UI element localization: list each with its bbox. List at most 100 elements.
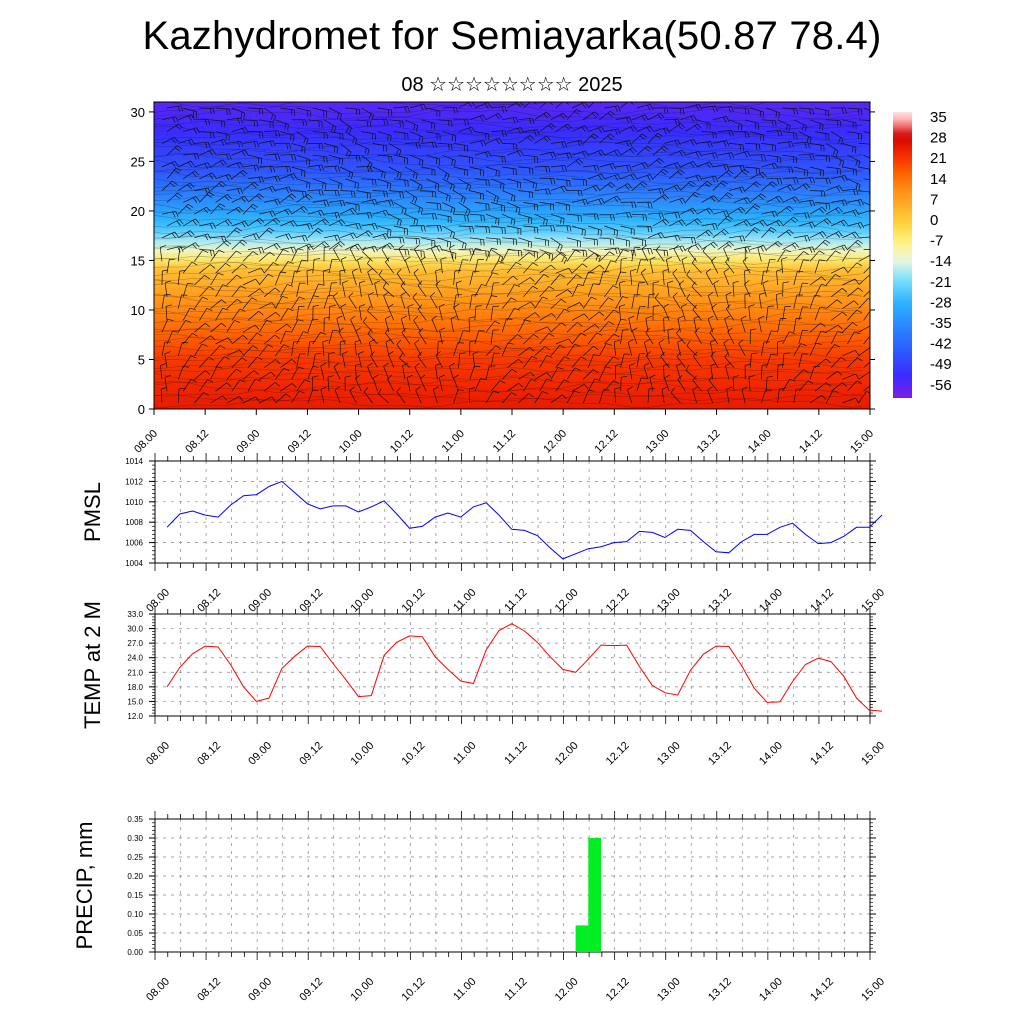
wind-barb-staff	[409, 202, 423, 209]
wind-barb-flag	[835, 232, 841, 238]
wind-barb-flag	[856, 262, 863, 267]
wind-barb-staff	[566, 322, 578, 333]
wind-barb	[826, 185, 843, 192]
wind-barb-flag	[679, 169, 685, 174]
wind-barb-flag	[398, 150, 402, 157]
wind-barb-flag	[855, 188, 859, 195]
wind-barb-flag	[759, 292, 766, 296]
wind-barb-flag	[732, 280, 739, 284]
wind-barb	[426, 202, 442, 210]
wind-barb	[502, 190, 516, 202]
wind-barb-flag	[191, 261, 198, 266]
wind-barb	[696, 207, 714, 215]
y-tick-label: 25	[131, 154, 145, 169]
wind-barb-flag	[791, 166, 794, 173]
wind-barb	[421, 166, 436, 176]
wind-barb-staff	[215, 107, 230, 110]
wind-barb-staff	[858, 275, 870, 286]
wind-barb-flag	[180, 105, 184, 112]
y-tick-label: 10	[131, 303, 145, 318]
cross-section-x-axis: 08.00 08.12 09.00 09.12 10.00 10.12 11.00 11.12…	[132, 409, 876, 456]
wind-barb-flag	[401, 315, 407, 320]
wind-barb-staff	[583, 324, 595, 333]
wind-barb-staff	[667, 282, 670, 297]
wind-barb-staff	[588, 126, 602, 132]
wind-barb-flag	[439, 374, 445, 378]
wind-barb-staff	[409, 225, 425, 227]
wind-barb-staff	[534, 111, 547, 121]
wind-barb-staff	[247, 379, 256, 392]
wind-barb-flag	[495, 114, 500, 120]
wind-barb-flag	[564, 125, 570, 130]
wind-barb-flag	[235, 208, 241, 214]
wind-barb	[814, 283, 828, 297]
wind-barb-flag	[369, 212, 373, 219]
wind-barb-flag	[763, 245, 767, 251]
wind-barb-flag	[178, 123, 184, 129]
wind-barb-flag	[491, 248, 498, 250]
wind-barb	[636, 145, 653, 156]
wind-barb-staff	[672, 273, 681, 286]
wind-barb-staff	[345, 222, 359, 227]
wind-barb-flag	[564, 308, 570, 313]
wind-barb-flag	[592, 369, 599, 374]
wind-barb-staff	[421, 237, 435, 242]
wind-barb-flag	[808, 380, 814, 385]
wind-barb-flag	[569, 180, 571, 187]
wind-barb-flag	[661, 188, 665, 195]
wind-barb-staff	[506, 359, 519, 368]
wind-barb-staff	[474, 306, 477, 321]
wind-barb-staff	[793, 235, 808, 239]
wind-barb-staff	[587, 332, 597, 345]
wind-barb-flag	[453, 303, 460, 308]
wind-barb	[490, 249, 504, 263]
wind-barb-flag	[388, 156, 390, 163]
wind-barb	[571, 125, 589, 132]
wind-barb-staff	[744, 181, 757, 191]
wind-barb-staff	[378, 274, 390, 286]
wind-barb-flag	[560, 186, 565, 193]
wind-barb-staff	[182, 261, 193, 274]
wind-barb	[307, 365, 319, 380]
wind-barb-flag	[650, 202, 653, 208]
wind-barb-flag	[577, 190, 580, 197]
wind-barb	[809, 231, 827, 239]
wind-barb-flag	[878, 249, 879, 255]
wind-barb	[518, 117, 535, 125]
wind-barb	[636, 125, 654, 133]
wind-barb-staff	[701, 175, 716, 180]
wind-barb-staff	[291, 296, 300, 309]
wind-barb-staff	[777, 205, 790, 215]
x-tick-label: 14.12	[808, 740, 836, 768]
wind-barb	[566, 390, 580, 404]
wind-barb-flag	[647, 202, 650, 209]
wind-barb-staff	[750, 171, 763, 180]
wind-barb-staff	[421, 119, 435, 124]
wind-barb-staff	[426, 154, 440, 160]
wind-barb	[194, 275, 210, 286]
wind-barb-flag	[649, 104, 654, 110]
wind-barb-staff	[263, 359, 276, 368]
wind-barb-flag	[354, 182, 356, 189]
wind-barb-flag	[253, 165, 257, 172]
wind-barb-flag	[497, 255, 501, 262]
wind-barb-staff	[830, 382, 843, 392]
wind-barb	[678, 280, 686, 297]
wind-barb-staff	[534, 274, 545, 286]
wind-barb-staff	[588, 249, 601, 257]
wind-barb-staff	[372, 118, 387, 121]
wind-barb	[453, 190, 466, 204]
wind-barb-flag	[221, 236, 224, 243]
wind-barb-flag	[355, 155, 358, 162]
wind-barb	[358, 280, 366, 297]
wind-barb	[566, 343, 581, 356]
wind-barb-staff	[798, 221, 813, 227]
wind-barb	[685, 243, 702, 250]
wind-barb-flag	[385, 233, 390, 239]
wind-barb-flag	[838, 207, 843, 213]
wind-barb	[599, 297, 614, 309]
wind-barb-flag	[359, 280, 366, 284]
wind-barb-staff	[469, 213, 484, 216]
wind-barb	[518, 371, 535, 380]
wind-barb-staff	[490, 202, 505, 207]
